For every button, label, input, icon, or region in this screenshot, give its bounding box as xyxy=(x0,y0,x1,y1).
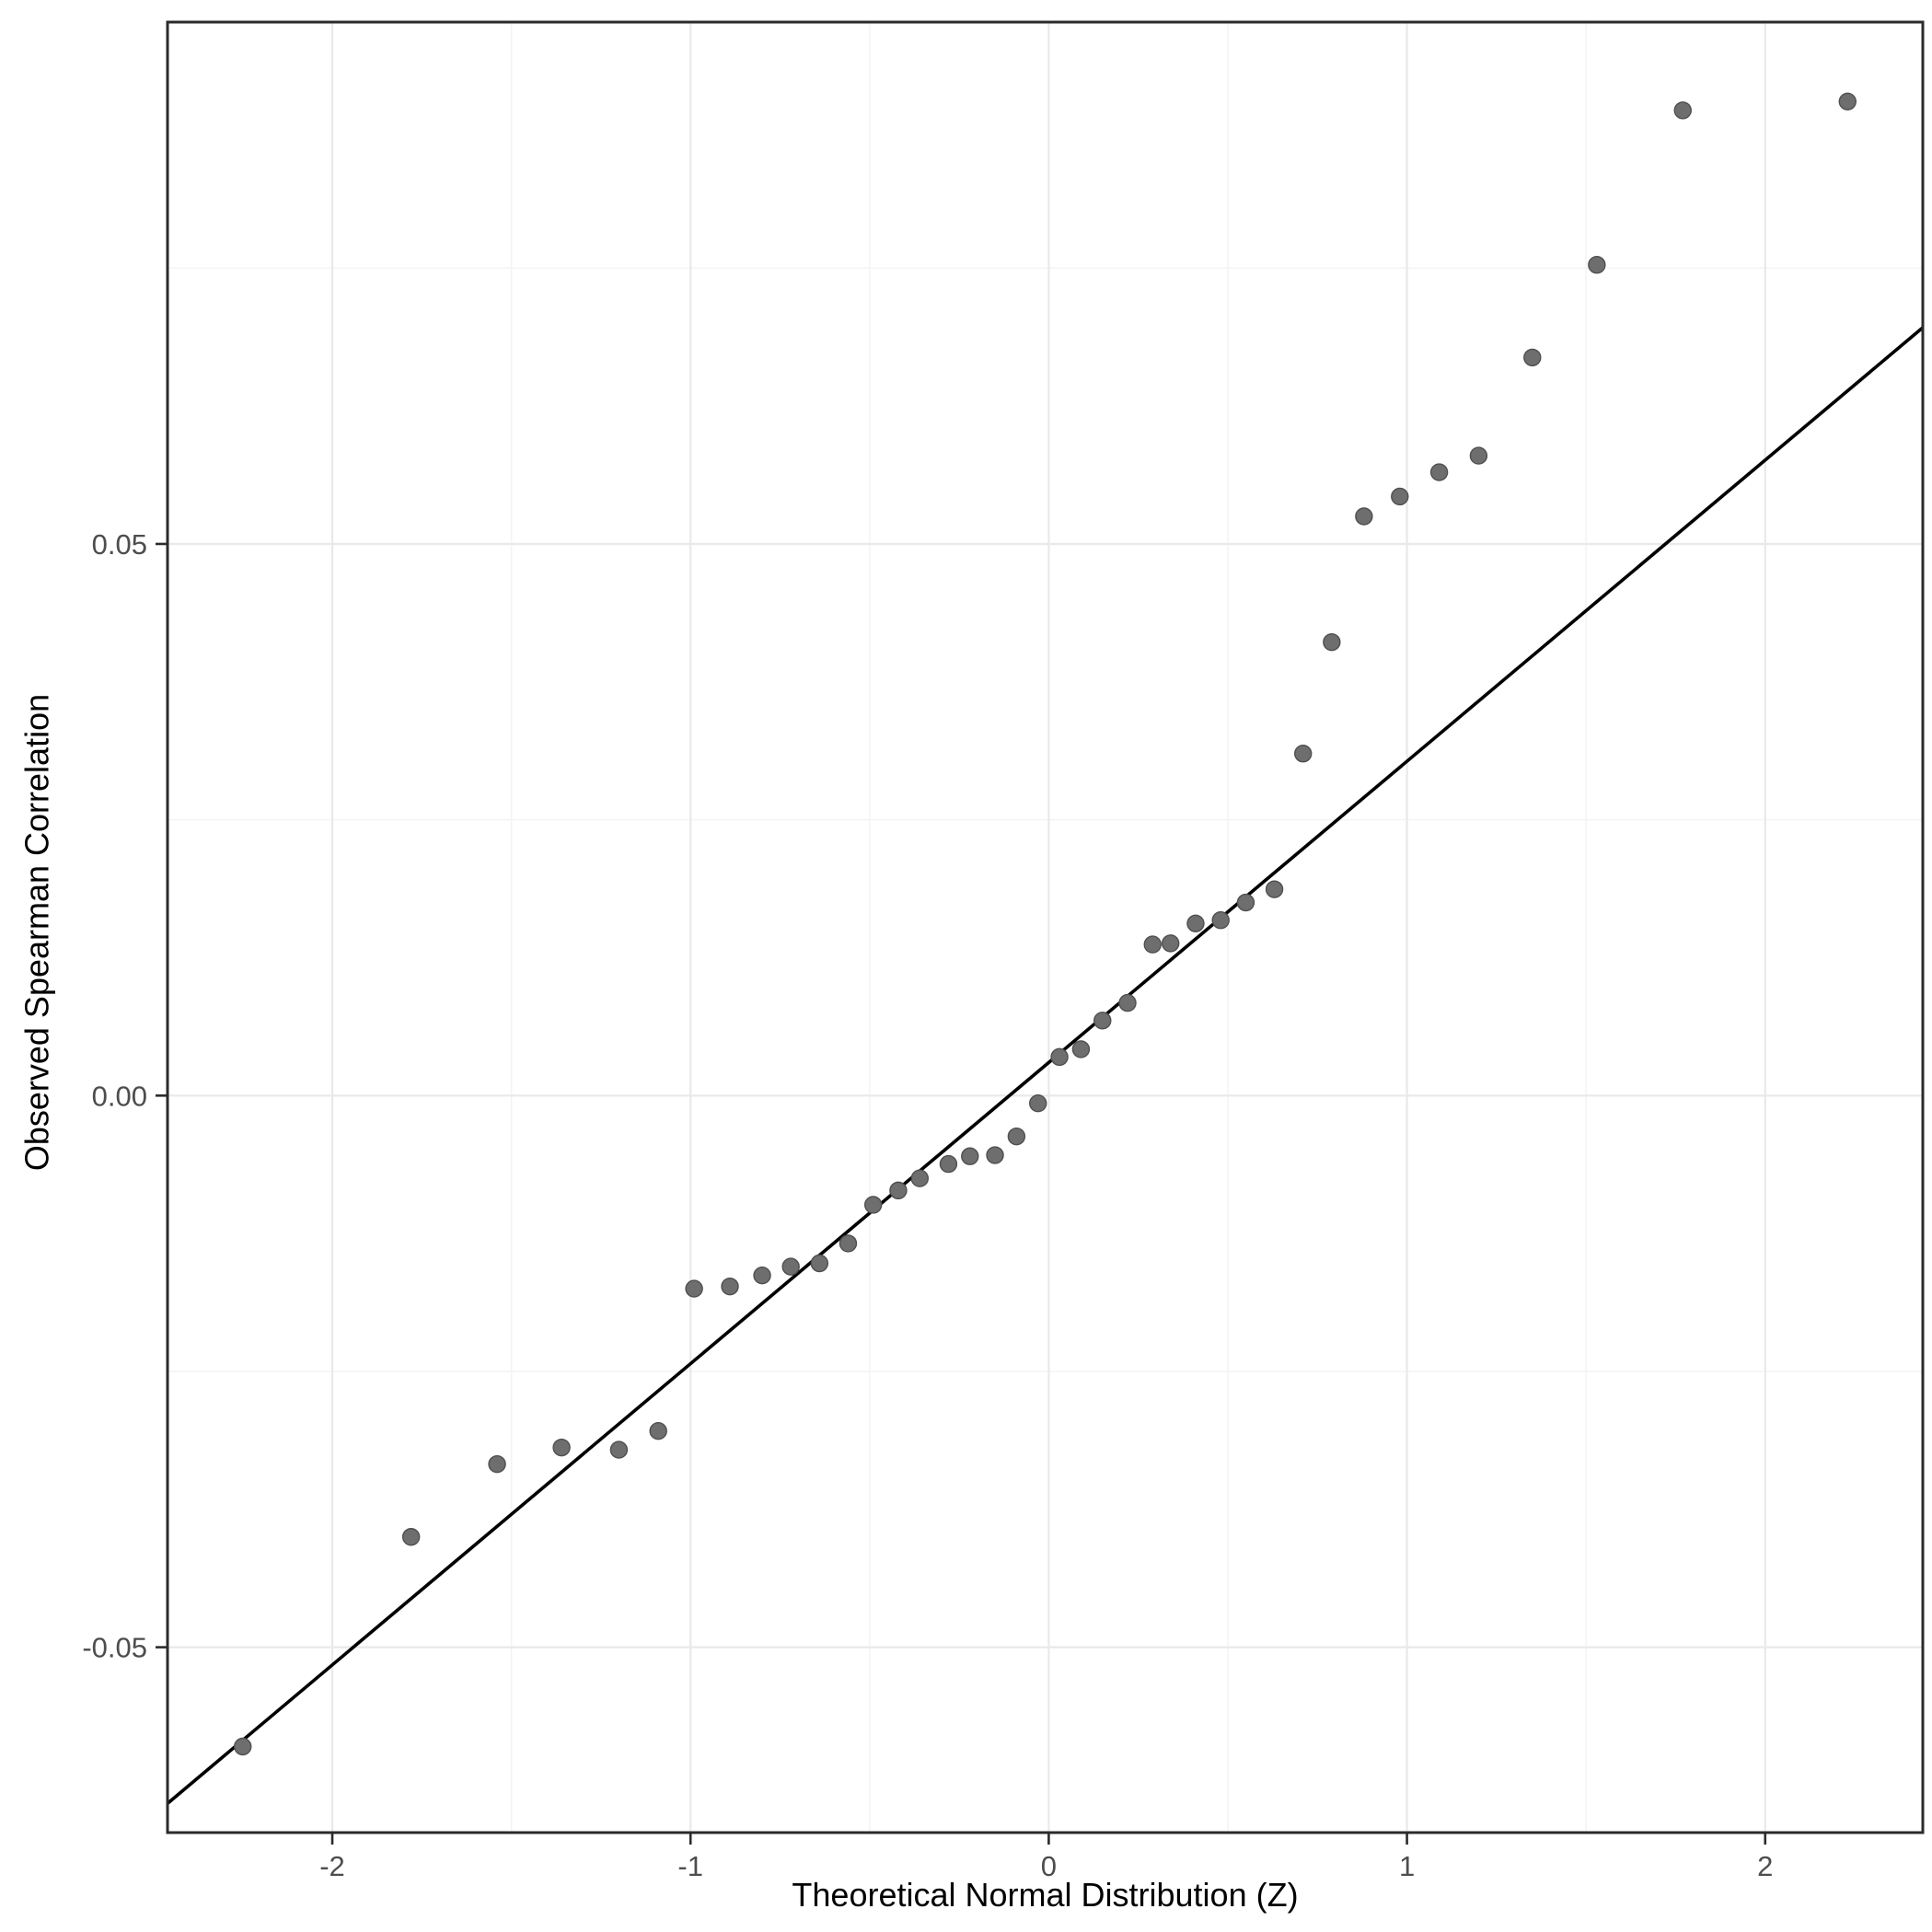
data-point xyxy=(961,1147,979,1165)
x-tick-label: 2 xyxy=(1757,1850,1773,1882)
gridlines-minor xyxy=(168,22,1923,1833)
y-tick-label: -0.05 xyxy=(82,1632,147,1664)
y-axis-title: Observed Spearman Correlation xyxy=(17,693,56,1172)
data-point xyxy=(1673,101,1692,120)
reference-line xyxy=(168,326,1923,1805)
data-point xyxy=(721,1277,739,1296)
data-point xyxy=(1391,487,1409,506)
data-point xyxy=(685,1279,703,1298)
data-point xyxy=(1523,348,1542,367)
data-point xyxy=(649,1421,667,1440)
data-point xyxy=(1050,1047,1069,1067)
panel-border-rect xyxy=(166,20,1925,1834)
data-point xyxy=(401,1528,421,1546)
y-tick-label: 0.00 xyxy=(92,1080,147,1112)
scatter-points xyxy=(234,92,1857,1756)
data-point xyxy=(1211,911,1230,930)
panel-border xyxy=(166,20,1925,1834)
data-point xyxy=(1469,446,1488,465)
data-point xyxy=(1093,1012,1112,1030)
data-point xyxy=(234,1737,252,1756)
x-tick-label: 1 xyxy=(1399,1850,1415,1882)
data-point xyxy=(1029,1093,1047,1113)
data-point xyxy=(910,1169,929,1187)
data-point xyxy=(939,1154,958,1174)
data-point xyxy=(1429,463,1449,481)
x-tick-label: -1 xyxy=(677,1850,703,1882)
data-point xyxy=(1236,893,1255,912)
panel-background xyxy=(168,22,1923,1833)
data-point xyxy=(1143,935,1162,954)
y-tick-label: 0.05 xyxy=(92,528,147,561)
data-point xyxy=(1162,934,1180,953)
data-point xyxy=(1118,993,1137,1012)
gridlines-major xyxy=(168,22,1923,1833)
data-point xyxy=(1838,92,1857,111)
plot-panel xyxy=(168,22,1923,1833)
data-point xyxy=(1007,1127,1026,1146)
qq-reference-line xyxy=(168,326,1923,1805)
data-point xyxy=(609,1440,629,1459)
data-point xyxy=(810,1254,829,1273)
data-point xyxy=(1071,1040,1091,1059)
data-point xyxy=(1355,507,1373,526)
data-point xyxy=(552,1438,571,1457)
data-point xyxy=(753,1266,771,1285)
data-point xyxy=(1265,880,1284,898)
data-point xyxy=(986,1146,1004,1164)
data-point xyxy=(488,1454,506,1474)
x-tick-label: 0 xyxy=(1041,1850,1057,1882)
data-point xyxy=(889,1181,908,1200)
axis-ticks xyxy=(156,542,1767,1845)
data-point xyxy=(1186,914,1205,933)
x-tick-label: -2 xyxy=(319,1850,345,1882)
data-point xyxy=(1588,256,1606,274)
data-point xyxy=(1294,745,1313,763)
axis-tick-labels: -2 -1 0 1 2 -0.05 0.00 0.05 xyxy=(82,528,1773,1882)
data-point xyxy=(839,1234,858,1253)
data-point xyxy=(1323,632,1341,652)
data-point xyxy=(863,1196,883,1214)
x-axis-title: Theoretical Normal Distribution (Z) xyxy=(792,1876,1299,1914)
data-point xyxy=(781,1257,800,1276)
